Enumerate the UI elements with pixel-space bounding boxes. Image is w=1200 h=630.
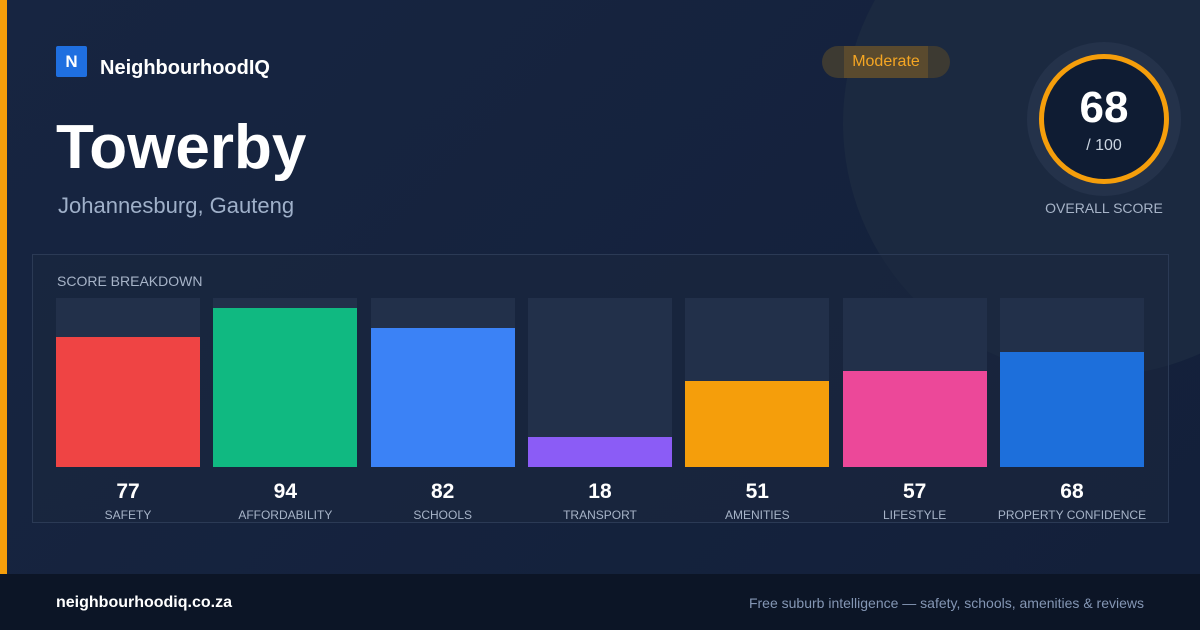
bar-category-label: TRANSPORT [563,508,637,522]
bar-value-label: 68 [1060,480,1084,503]
bar-category-label: AMENITIES [724,508,790,522]
bar-column: 18 TRANSPORT [527,255,672,522]
accent-bar [0,0,7,574]
bar-value-label: 51 [745,480,769,503]
bar-category-label: SAFETY [104,508,152,522]
bar [999,352,1144,467]
suburb-name: Towerby [56,113,307,182]
overall-score-gauge: 68 / 100 [1027,42,1181,196]
bar-column: 82 SCHOOLS [370,255,515,522]
bar [685,381,830,467]
bar [527,437,672,467]
footer: neighbourhoodiq.co.za Free suburb intell… [0,574,1200,630]
bar-category-label: SCHOOLS [413,508,472,522]
bar-column: 94 AFFORDABILITY [213,255,358,522]
footer-domain: neighbourhoodiq.co.za [56,594,232,611]
bar-track [370,298,515,467]
bar-value-label: 94 [273,480,297,503]
rating-badge-highlight [844,46,928,78]
rating-badge-label: Moderate [852,53,920,70]
overall-score-max: / 100 [1086,137,1122,154]
bar-track [213,298,358,467]
bar-column: 68 PROPERTY CONFIDENCE [998,255,1146,522]
bar-track [56,298,200,467]
bar-value-label: 77 [116,480,140,503]
bar-category-label: LIFESTYLE [882,508,947,522]
score-breakdown-panel: SCORE BREAKDOWN 77 SAFETY 94 AFFORDABILITY 8… [32,254,1169,523]
overall-score-value: 68 [1079,83,1129,132]
bar [842,371,987,467]
bar-value-label: 57 [902,480,927,503]
score-breakdown-title: SCORE BREAKDOWN [57,273,203,289]
bar-track [842,298,987,467]
bar [370,328,515,467]
bar-value-label: 18 [588,480,612,503]
bar-track [999,298,1144,467]
brand-logo-icon: N [56,46,87,77]
rating-badge: Moderate [822,46,950,78]
brand-name: NeighbourhoodIQ [100,57,270,79]
bar-column: 51 AMENITIES [685,255,830,522]
bar-column: 77 SAFETY [56,255,200,522]
overall-score-caption: OVERALL SCORE [1045,200,1163,216]
hero-section: N NeighbourhoodIQ Towerby Johannesburg, … [0,0,1200,574]
bar-category-label: PROPERTY CONFIDENCE [997,508,1147,522]
bar-value-label: 82 [430,480,455,503]
bar-track [527,298,672,467]
bar-column: 57 LIFESTYLE [842,255,987,522]
bar-track [685,298,830,467]
suburb-location: Johannesburg, Gauteng [58,193,295,218]
overall-score-ring: 68 / 100 [1039,54,1169,184]
bar [56,337,200,467]
footer-tagline: Free suburb intelligence — safety, schoo… [748,595,1144,611]
bar [213,308,358,467]
bar-category-label: AFFORDABILITY [238,508,333,522]
